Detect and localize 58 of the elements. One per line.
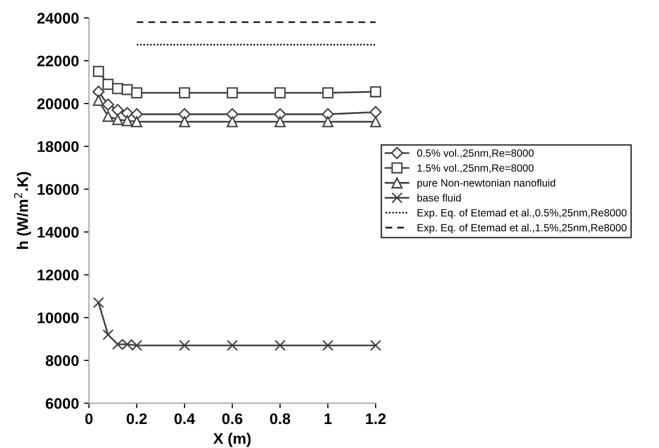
point <box>322 116 334 128</box>
point <box>92 66 104 77</box>
y-tick-label: 10000 <box>38 312 79 324</box>
point <box>322 340 334 351</box>
point <box>274 340 286 351</box>
point <box>322 108 334 120</box>
point <box>226 87 238 98</box>
point <box>178 108 191 120</box>
x-tick-label: 0.8 <box>270 413 290 424</box>
point <box>102 98 114 111</box>
y-tick-label: 24000 <box>37 12 79 24</box>
x-axis-title: X (m) <box>213 432 251 447</box>
legend-label: 1.5% vol.,25nm,Re=8000 <box>418 164 534 173</box>
x-tick-label: 0.6 <box>222 413 242 424</box>
point <box>178 87 190 98</box>
point <box>370 106 382 118</box>
point <box>92 86 105 98</box>
y-tick-label: 16000 <box>38 184 79 195</box>
point <box>226 116 238 128</box>
y-tick-label: 14000 <box>38 226 79 238</box>
point <box>112 104 124 116</box>
point <box>122 84 133 96</box>
y-tick-label: 8000 <box>46 355 79 366</box>
legend-label: base fluid <box>417 194 461 202</box>
point <box>131 87 142 98</box>
point <box>178 340 190 351</box>
point <box>131 116 142 128</box>
point <box>370 340 382 351</box>
legend-label: 0.5% vol.,25nm,Re=8000 <box>417 149 534 158</box>
point <box>112 114 124 126</box>
y-tick-label: 18000 <box>38 141 79 152</box>
x-tick-label: 0.4 <box>174 413 196 424</box>
point <box>322 87 334 98</box>
point <box>370 86 382 98</box>
legend-label: Exp. Eq. of Etemad et al.,0.5%,25nm,Re8000 <box>418 208 627 219</box>
legend-label: Exp. Eq. of Etemad et al.,1.5%,25nm,Re8000 <box>418 224 627 234</box>
x-tick-label: 0.2 <box>126 413 147 424</box>
y-axis-title: h (W/m$^{2}$.K) <box>14 172 32 249</box>
y-tick-label: 22000 <box>37 56 79 66</box>
point <box>370 116 382 128</box>
point <box>102 329 114 340</box>
y-tick-label: 20000 <box>37 98 79 110</box>
point <box>102 78 114 90</box>
x-tick-label: 1.2 <box>366 413 386 424</box>
y-tick-label: 12000 <box>38 270 79 280</box>
point <box>226 340 238 351</box>
point <box>274 87 286 98</box>
point <box>178 116 190 128</box>
legend-label: pure Non-newtonian nanofluid <box>417 178 556 189</box>
point <box>102 110 114 122</box>
x-tick-label: 0 <box>85 413 93 424</box>
point <box>92 297 104 308</box>
point <box>274 116 286 128</box>
point <box>122 115 133 126</box>
y-tick-label: 6000 <box>46 398 79 409</box>
point <box>274 108 286 120</box>
point <box>92 94 104 106</box>
x-tick-label: 1 <box>324 413 332 424</box>
